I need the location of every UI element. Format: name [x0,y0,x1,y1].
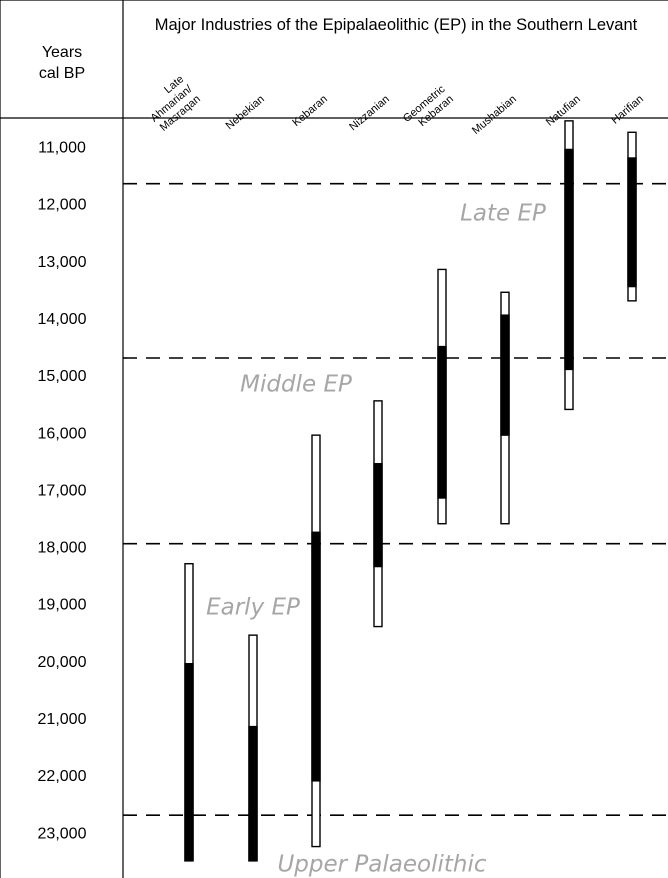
industry-label: LateAhmarian/Masraqan [140,73,204,135]
industry-range-core [564,148,574,371]
y-tick-label: 21,000 [38,711,87,728]
industry-range-core [627,157,637,288]
y-tick-label: 23,000 [38,825,87,842]
period-label: Upper Palaeolithic [277,852,486,878]
chart-title: Major Industries of the Epipalaeolithic … [155,16,638,34]
industry-range-core [373,463,383,568]
period-labels: Late EP Middle EP Early EP Upper Palaeolith… [206,200,546,877]
industry-label: Kebaran [290,93,330,129]
y-axis-ticks: 11,000 12,000 13,000 14,000 15,000 16,000 17,0… [38,140,87,843]
period-label: Middle EP [240,372,352,398]
industry-range-core [500,314,510,436]
industry-label: Natufian [544,93,583,129]
industry-label: Nizzanian [347,93,392,133]
industry-range-core [184,663,194,862]
industry-label: Mushabian [470,93,519,137]
industry-label: GeometricKebaran [401,83,456,135]
industry-range-core [437,345,447,499]
industry-bars [184,120,637,862]
y-tick-label: 20,000 [38,654,87,671]
y-tick-label: 11,000 [38,140,86,157]
industry-label: Nebekian [224,93,267,132]
y-axis-label: Years cal BP [39,44,85,82]
period-label: Early EP [206,595,300,621]
y-tick-label: 17,000 [38,482,87,499]
y-tick-label: 16,000 [38,425,87,442]
y-tick-label: 14,000 [38,311,87,328]
period-boundaries [123,182,668,816]
industry-label: Harifian [609,93,646,127]
industry-range-core [248,725,258,862]
y-tick-label: 18,000 [38,540,87,557]
y-tick-label: 19,000 [38,597,87,614]
y-tick-label: 13,000 [38,254,87,271]
period-label: Late EP [460,200,546,226]
y-tick-label: 15,000 [38,368,87,385]
y-tick-label: 22,000 [38,768,87,785]
y-tick-label: 12,000 [38,197,87,214]
industry-range-core [311,531,321,782]
